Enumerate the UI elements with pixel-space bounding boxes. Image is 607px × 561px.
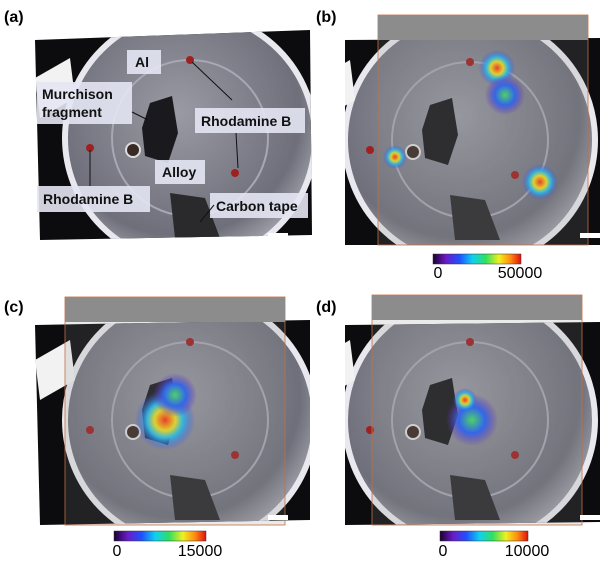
panel-label: (d) (316, 299, 336, 316)
scale-bar (268, 233, 288, 238)
panel-label: (a) (4, 9, 24, 26)
figure: (a) (b) (c) (d) Al Murchison fragment Rh… (0, 0, 607, 561)
sample-image (315, 15, 600, 265)
scale-bar (580, 233, 600, 238)
scan-area (378, 15, 588, 245)
panel-label: (c) (4, 299, 24, 316)
sample-image (35, 13, 315, 263)
rhodamine (231, 169, 239, 177)
colorbar-tick: 15000 (178, 543, 223, 560)
annotation: Rhodamine B (201, 113, 291, 129)
colorbar-tick: 0 (439, 543, 448, 560)
sample-image (315, 295, 600, 545)
alloy (126, 143, 140, 157)
colorbar-tick: 50000 (498, 265, 543, 282)
scan-header (372, 295, 582, 320)
scan-header (65, 297, 285, 322)
annotation: Rhodamine B (43, 191, 133, 207)
annotation: Carbon tape (216, 198, 298, 214)
colorbar-tick: 0 (113, 543, 122, 560)
panel-label: (b) (316, 9, 336, 26)
annotation: Al (135, 54, 149, 70)
colorbar (440, 531, 528, 541)
annotation: fragment (42, 104, 102, 120)
colorbar (114, 531, 206, 541)
scale-bar (580, 515, 600, 520)
annotation: Alloy (162, 164, 196, 180)
colorbar (433, 254, 521, 264)
annotation: Murchison (42, 86, 113, 102)
sample-image (35, 295, 315, 545)
scale-bar (268, 515, 288, 520)
colorbar-tick: 10000 (505, 543, 550, 560)
scan-header (378, 15, 588, 40)
scan-area (65, 297, 285, 525)
rhodamine (366, 146, 374, 154)
scan-area (372, 295, 582, 525)
colorbar-tick: 0 (434, 265, 443, 282)
